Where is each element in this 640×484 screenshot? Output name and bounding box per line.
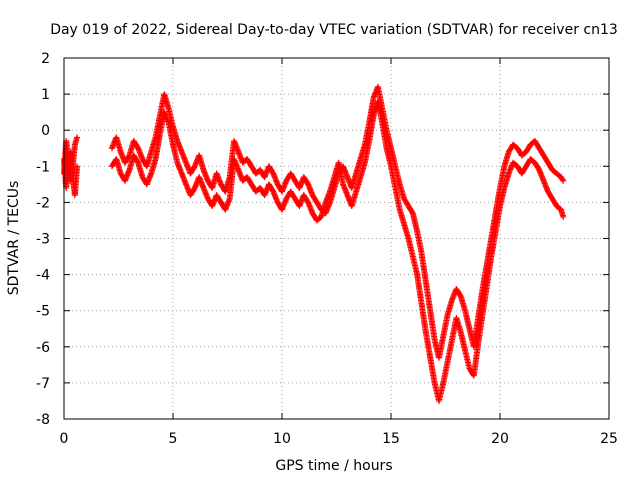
x-tick-label: 10 [273, 431, 291, 447]
plot-frame [63, 57, 610, 420]
x-tick-label: 15 [382, 431, 400, 447]
y-tick-label: -4 [36, 268, 50, 284]
data-point-interp [559, 176, 566, 183]
data-point [74, 163, 81, 170]
data-point [74, 134, 81, 141]
y-tick-label: -6 [36, 340, 50, 356]
x-axis-label: GPS time / hours [275, 458, 392, 474]
x-tick-label: 25 [600, 431, 618, 447]
data-point [560, 177, 567, 184]
x-tick-label: 20 [491, 431, 509, 447]
y-tick-label: -8 [36, 412, 50, 428]
data-point-interp [457, 292, 464, 299]
data-point [560, 213, 567, 220]
data-point-interp [134, 158, 141, 165]
y-tick-label: -7 [36, 376, 50, 392]
y-tick-label: -1 [36, 159, 50, 175]
y-tick-label: 2 [41, 51, 50, 67]
x-tick-label: 0 [60, 431, 69, 447]
data-series-1 [61, 83, 567, 361]
y-tick-label: 1 [41, 87, 50, 103]
data-series-2 [61, 98, 567, 404]
y-tick-label: -5 [36, 304, 50, 320]
y-tick-label: -2 [36, 195, 50, 211]
data-point-interp [409, 209, 416, 216]
x-tick-label: 5 [169, 431, 178, 447]
y-axis-label: SDTVAR / TECUs [6, 181, 22, 296]
y-tick-label: 0 [41, 123, 50, 139]
chart-title: Day 019 of 2022, Sidereal Day-to-day VTE… [50, 22, 618, 38]
y-tick-label: -3 [36, 232, 50, 248]
